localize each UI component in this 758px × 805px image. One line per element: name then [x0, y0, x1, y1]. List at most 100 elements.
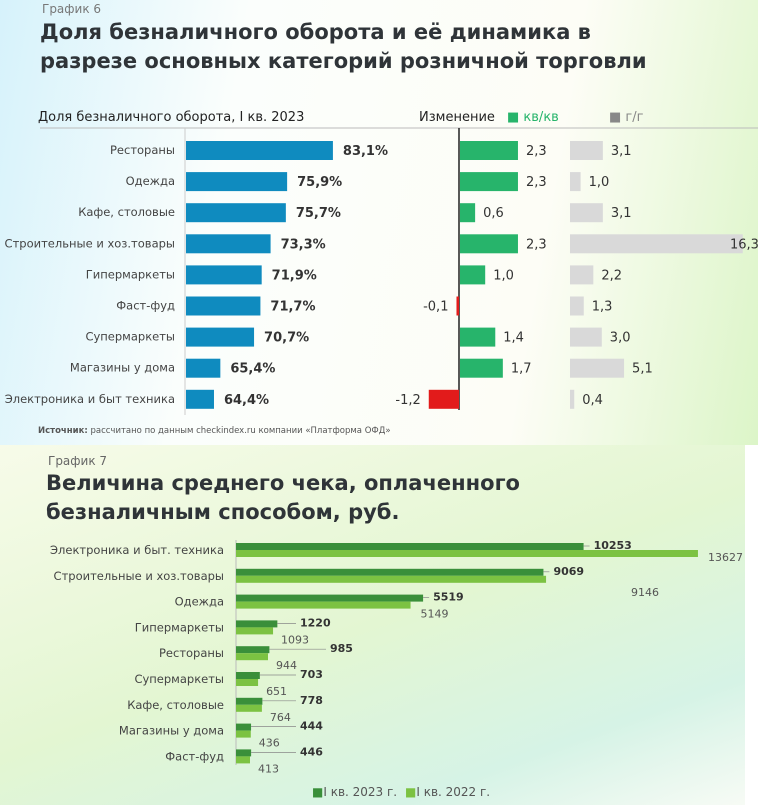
chart-7-background — [0, 445, 745, 805]
value-2022: 1093 — [281, 633, 309, 646]
category-label: Кафе, столовые — [78, 205, 175, 219]
category-label-7: Одежда — [175, 595, 224, 609]
bar-2022 — [236, 550, 698, 557]
category-label-7: Фаст-фуд — [165, 749, 224, 763]
value-2023: 9069 — [553, 565, 584, 578]
yoy-value: 1,0 — [589, 175, 610, 190]
bar-2023 — [236, 543, 584, 550]
yoy-bar — [570, 358, 625, 378]
share-value: 64,4% — [224, 393, 269, 408]
share-bar — [186, 234, 271, 254]
bar-2022 — [236, 653, 269, 661]
qoq-bar — [460, 172, 518, 192]
category-label-7: Кафе, столовые — [127, 698, 224, 712]
value-2022: 651 — [266, 685, 287, 698]
qoq-bar — [460, 327, 496, 347]
legend-qoq-label: кв/кв — [523, 110, 559, 125]
qoq-value: 0,6 — [483, 206, 504, 221]
yoy-value: 3,0 — [610, 331, 631, 346]
legend-2023-label: I кв. 2023 г. — [323, 785, 398, 799]
yoy-value: 1,3 — [592, 300, 613, 315]
share-bar — [186, 172, 288, 192]
value-2022: 764 — [270, 711, 291, 724]
yoy-value: 5,1 — [632, 362, 653, 377]
category-label: Магазины у дома — [70, 361, 175, 375]
share-value: 73,3% — [281, 237, 326, 252]
yoy-bar — [570, 172, 581, 192]
share-bar — [186, 296, 261, 316]
bar-2022 — [236, 756, 251, 764]
legend-yoy: ■ г/г — [609, 110, 644, 125]
chart-7-title: Величина среднего чека, оплаченного безн… — [46, 471, 520, 524]
qoq-value: -1,2 — [395, 393, 420, 408]
share-bar — [186, 358, 221, 378]
yoy-value: 2,2 — [601, 268, 622, 283]
category-label: Строительные и хоз.товары — [5, 236, 175, 250]
category-label-7: Гипермаркеты — [135, 620, 224, 634]
yoy-bar — [570, 327, 602, 347]
share-bar — [186, 203, 286, 223]
qoq-bar — [460, 358, 503, 378]
value-2022: 413 — [258, 762, 279, 775]
yoy-bar — [570, 389, 575, 409]
category-label-7: Электроника и быт. техника — [50, 543, 224, 557]
chart-6-title: Доля безналичного оборота и её динамика … — [40, 20, 647, 73]
value-2022: 944 — [276, 659, 297, 672]
share-bar — [186, 389, 214, 409]
category-label-7: Супермаркеты — [134, 672, 224, 686]
qoq-bar — [460, 234, 518, 254]
category-label: Супермаркеты — [85, 330, 175, 344]
yoy-value: 3,1 — [611, 144, 632, 159]
bar-2022 — [236, 575, 547, 583]
legend-qoq: ■ кв/кв — [507, 110, 559, 125]
bar-2022 — [236, 679, 259, 686]
value-2023: 1220 — [300, 616, 331, 629]
bar-2022 — [236, 730, 251, 738]
qoq-value: 1,0 — [493, 268, 514, 283]
yoy-value: 0,4 — [582, 393, 603, 408]
bar-2022 — [236, 627, 274, 635]
category-label: Фаст-фуд — [116, 299, 175, 313]
category-label-7: Рестораны — [159, 646, 224, 660]
qoq-bar — [456, 296, 459, 316]
qoq-value: 1,7 — [511, 362, 532, 377]
chart-7-label: График 7 — [48, 454, 108, 468]
bar-2023 — [236, 620, 278, 628]
yoy-value: 3,1 — [611, 206, 632, 221]
value-2022: 436 — [259, 737, 280, 750]
yoy-bar — [570, 141, 603, 160]
share-bar — [186, 141, 333, 160]
legend-2023: ■I кв. 2023 г. — [312, 785, 398, 799]
yoy-bar — [570, 296, 584, 316]
qoq-bar — [428, 389, 459, 409]
share-value: 65,4% — [230, 362, 275, 377]
share-value: 75,7% — [296, 206, 341, 221]
legend-yoy-label: г/г — [625, 110, 644, 125]
qoq-bar — [460, 265, 486, 285]
share-value: 70,7% — [264, 331, 309, 346]
qoq-value: 2,3 — [526, 144, 547, 159]
category-label: Рестораны — [110, 143, 175, 157]
bar-2023 — [236, 568, 544, 576]
bar-2023 — [236, 646, 270, 654]
share-value: 71,7% — [270, 300, 315, 315]
source-note: Источник: рассчитано по данным checkinde… — [38, 426, 391, 436]
share-value: 71,9% — [272, 268, 317, 283]
legend-2022-label: I кв. 2022 г. — [416, 785, 491, 799]
yoy-value: 16,3 — [730, 237, 758, 252]
chart-6-background — [0, 0, 758, 445]
bar-2023 — [236, 594, 424, 602]
share-bar — [186, 327, 255, 347]
qoq-value: -0,1 — [423, 300, 448, 315]
source-text: рассчитано по данным checkindex.ru компа… — [90, 426, 391, 436]
value-2023: 985 — [330, 642, 353, 655]
qoq-value: 2,3 — [526, 175, 547, 190]
yoy-bar — [570, 265, 594, 285]
bar-2023 — [236, 749, 252, 757]
category-label: Гипермаркеты — [86, 267, 175, 281]
yoy-bar — [570, 203, 603, 223]
value-2022: 13627 — [708, 551, 743, 564]
qoq-bar — [460, 203, 476, 223]
chart-6-label: График 6 — [42, 2, 102, 16]
